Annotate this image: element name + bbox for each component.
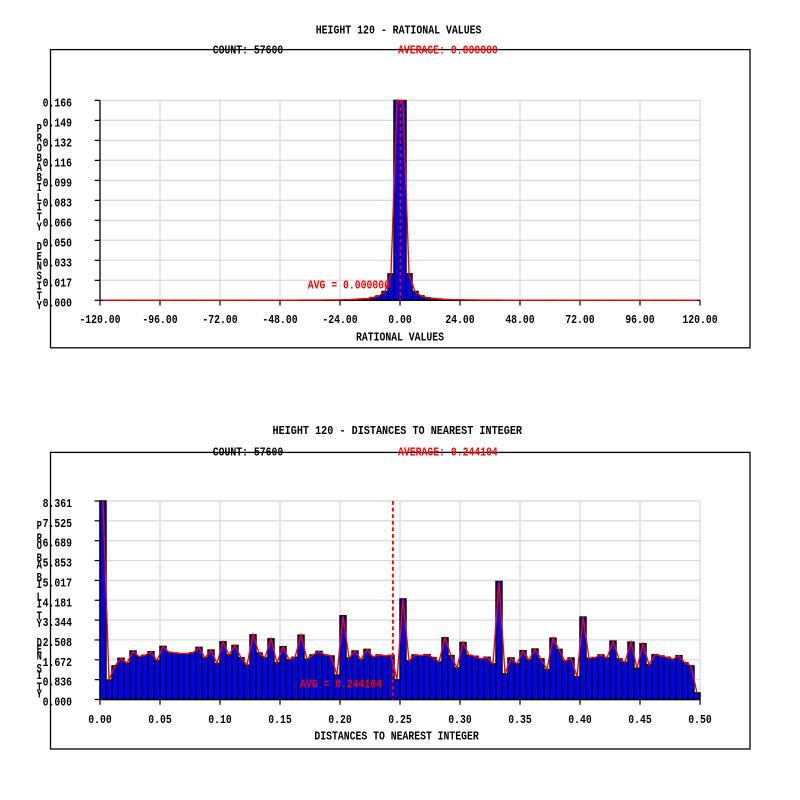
svg-text:-96.00: -96.00 <box>142 313 177 327</box>
svg-text:0.20: 0.20 <box>328 713 351 727</box>
svg-text:0.050: 0.050 <box>43 236 72 250</box>
svg-text:0.10: 0.10 <box>208 713 231 727</box>
svg-text:L: L <box>37 191 42 205</box>
svg-text:0.836: 0.836 <box>43 676 72 690</box>
svg-text:HEIGHT 120 - DISTANCES TO NEAR: HEIGHT 120 - DISTANCES TO NEAREST INTEGE… <box>273 424 523 438</box>
svg-text:P: P <box>37 122 42 136</box>
svg-text:AVG = 0.244104: AVG = 0.244104 <box>300 678 382 692</box>
svg-text:D: D <box>37 636 42 650</box>
svg-text:96.00: 96.00 <box>625 313 654 327</box>
svg-text:I: I <box>37 181 42 195</box>
svg-text:0.00: 0.00 <box>388 313 411 327</box>
svg-text:4.181: 4.181 <box>43 596 72 610</box>
svg-text:A: A <box>37 161 43 175</box>
svg-text:B: B <box>37 571 42 585</box>
svg-text:COUNT: 57600: COUNT: 57600 <box>213 44 283 58</box>
svg-text:0.50: 0.50 <box>688 713 711 727</box>
svg-text:Y: Y <box>37 299 43 313</box>
svg-text:HEIGHT 120 - RATIONAL VALUES: HEIGHT 120 - RATIONAL VALUES <box>316 24 482 38</box>
svg-text:T: T <box>37 610 42 624</box>
svg-text:I: I <box>37 669 42 683</box>
svg-text:O: O <box>37 142 42 156</box>
svg-text:DISTANCES TO NEAREST INTEGER: DISTANCES TO NEAREST INTEGER <box>314 730 479 744</box>
svg-text:B: B <box>37 551 42 565</box>
svg-text:0.25: 0.25 <box>388 713 411 727</box>
svg-text:P: P <box>37 519 42 533</box>
svg-text:T: T <box>37 289 42 303</box>
svg-text:0.017: 0.017 <box>43 276 72 290</box>
svg-text:AVG = 0.000000: AVG = 0.000000 <box>308 278 390 292</box>
svg-text:E: E <box>37 643 42 657</box>
svg-text:0.05: 0.05 <box>148 713 171 727</box>
svg-text:D: D <box>37 240 42 254</box>
svg-text:0.066: 0.066 <box>43 216 72 230</box>
svg-text:0.033: 0.033 <box>43 256 72 270</box>
svg-text:0.40: 0.40 <box>568 713 591 727</box>
svg-text:0.00: 0.00 <box>88 713 111 727</box>
svg-text:AVERAGE: 0.244104: AVERAGE: 0.244104 <box>398 446 498 460</box>
svg-text:2.508: 2.508 <box>43 636 72 650</box>
svg-text:-48.00: -48.00 <box>262 313 297 327</box>
svg-text:5.017: 5.017 <box>43 576 72 590</box>
svg-text:0.116: 0.116 <box>43 156 72 170</box>
svg-text:AVERAGE: 0.000000: AVERAGE: 0.000000 <box>398 44 498 58</box>
svg-text:B: B <box>37 171 42 185</box>
svg-text:L: L <box>37 590 42 604</box>
svg-text:I: I <box>37 201 42 215</box>
svg-text:I: I <box>37 578 42 592</box>
svg-text:24.00: 24.00 <box>445 313 474 327</box>
svg-text:B: B <box>37 151 42 165</box>
svg-text:T: T <box>37 681 42 695</box>
svg-text:0.45: 0.45 <box>628 713 651 727</box>
svg-text:1.672: 1.672 <box>43 656 72 670</box>
svg-text:8.361: 8.361 <box>43 497 72 511</box>
svg-text:-72.00: -72.00 <box>202 313 237 327</box>
svg-text:48.00: 48.00 <box>505 313 534 327</box>
svg-text:3.344: 3.344 <box>43 616 72 630</box>
svg-text:I: I <box>37 597 42 611</box>
svg-text:N: N <box>37 260 42 274</box>
svg-text:0.000: 0.000 <box>43 296 72 310</box>
svg-text:COUNT: 57600: COUNT: 57600 <box>213 446 283 460</box>
svg-text:120.00: 120.00 <box>682 313 717 327</box>
svg-text:I: I <box>37 279 42 293</box>
svg-text:R: R <box>37 132 43 146</box>
svg-text:O: O <box>37 539 42 553</box>
svg-text:N: N <box>37 650 42 664</box>
svg-text:5.853: 5.853 <box>43 557 72 571</box>
svg-text:T: T <box>37 210 42 224</box>
svg-text:72.00: 72.00 <box>565 313 594 327</box>
svg-text:6.689: 6.689 <box>43 537 72 551</box>
svg-text:R: R <box>37 532 43 546</box>
svg-text:-120.00: -120.00 <box>79 313 120 327</box>
svg-text:0.000: 0.000 <box>43 696 72 710</box>
svg-text:A: A <box>37 558 43 572</box>
svg-text:0.30: 0.30 <box>448 713 471 727</box>
svg-text:Y: Y <box>37 220 43 234</box>
svg-text:S: S <box>37 270 42 284</box>
svg-text:0.083: 0.083 <box>43 196 72 210</box>
svg-text:Y: Y <box>37 617 43 631</box>
svg-text:-24.00: -24.00 <box>322 313 357 327</box>
svg-text:0.166: 0.166 <box>43 96 72 110</box>
svg-text:Y: Y <box>37 688 43 702</box>
svg-text:0.132: 0.132 <box>43 136 72 150</box>
svg-text:7.525: 7.525 <box>43 517 72 531</box>
svg-text:0.099: 0.099 <box>43 176 72 190</box>
svg-text:E: E <box>37 250 42 264</box>
svg-text:RATIONAL VALUES: RATIONAL VALUES <box>356 331 444 345</box>
svg-text:0.15: 0.15 <box>268 713 291 727</box>
svg-text:0.149: 0.149 <box>43 116 72 130</box>
svg-text:0.35: 0.35 <box>508 713 531 727</box>
svg-text:S: S <box>37 662 42 676</box>
